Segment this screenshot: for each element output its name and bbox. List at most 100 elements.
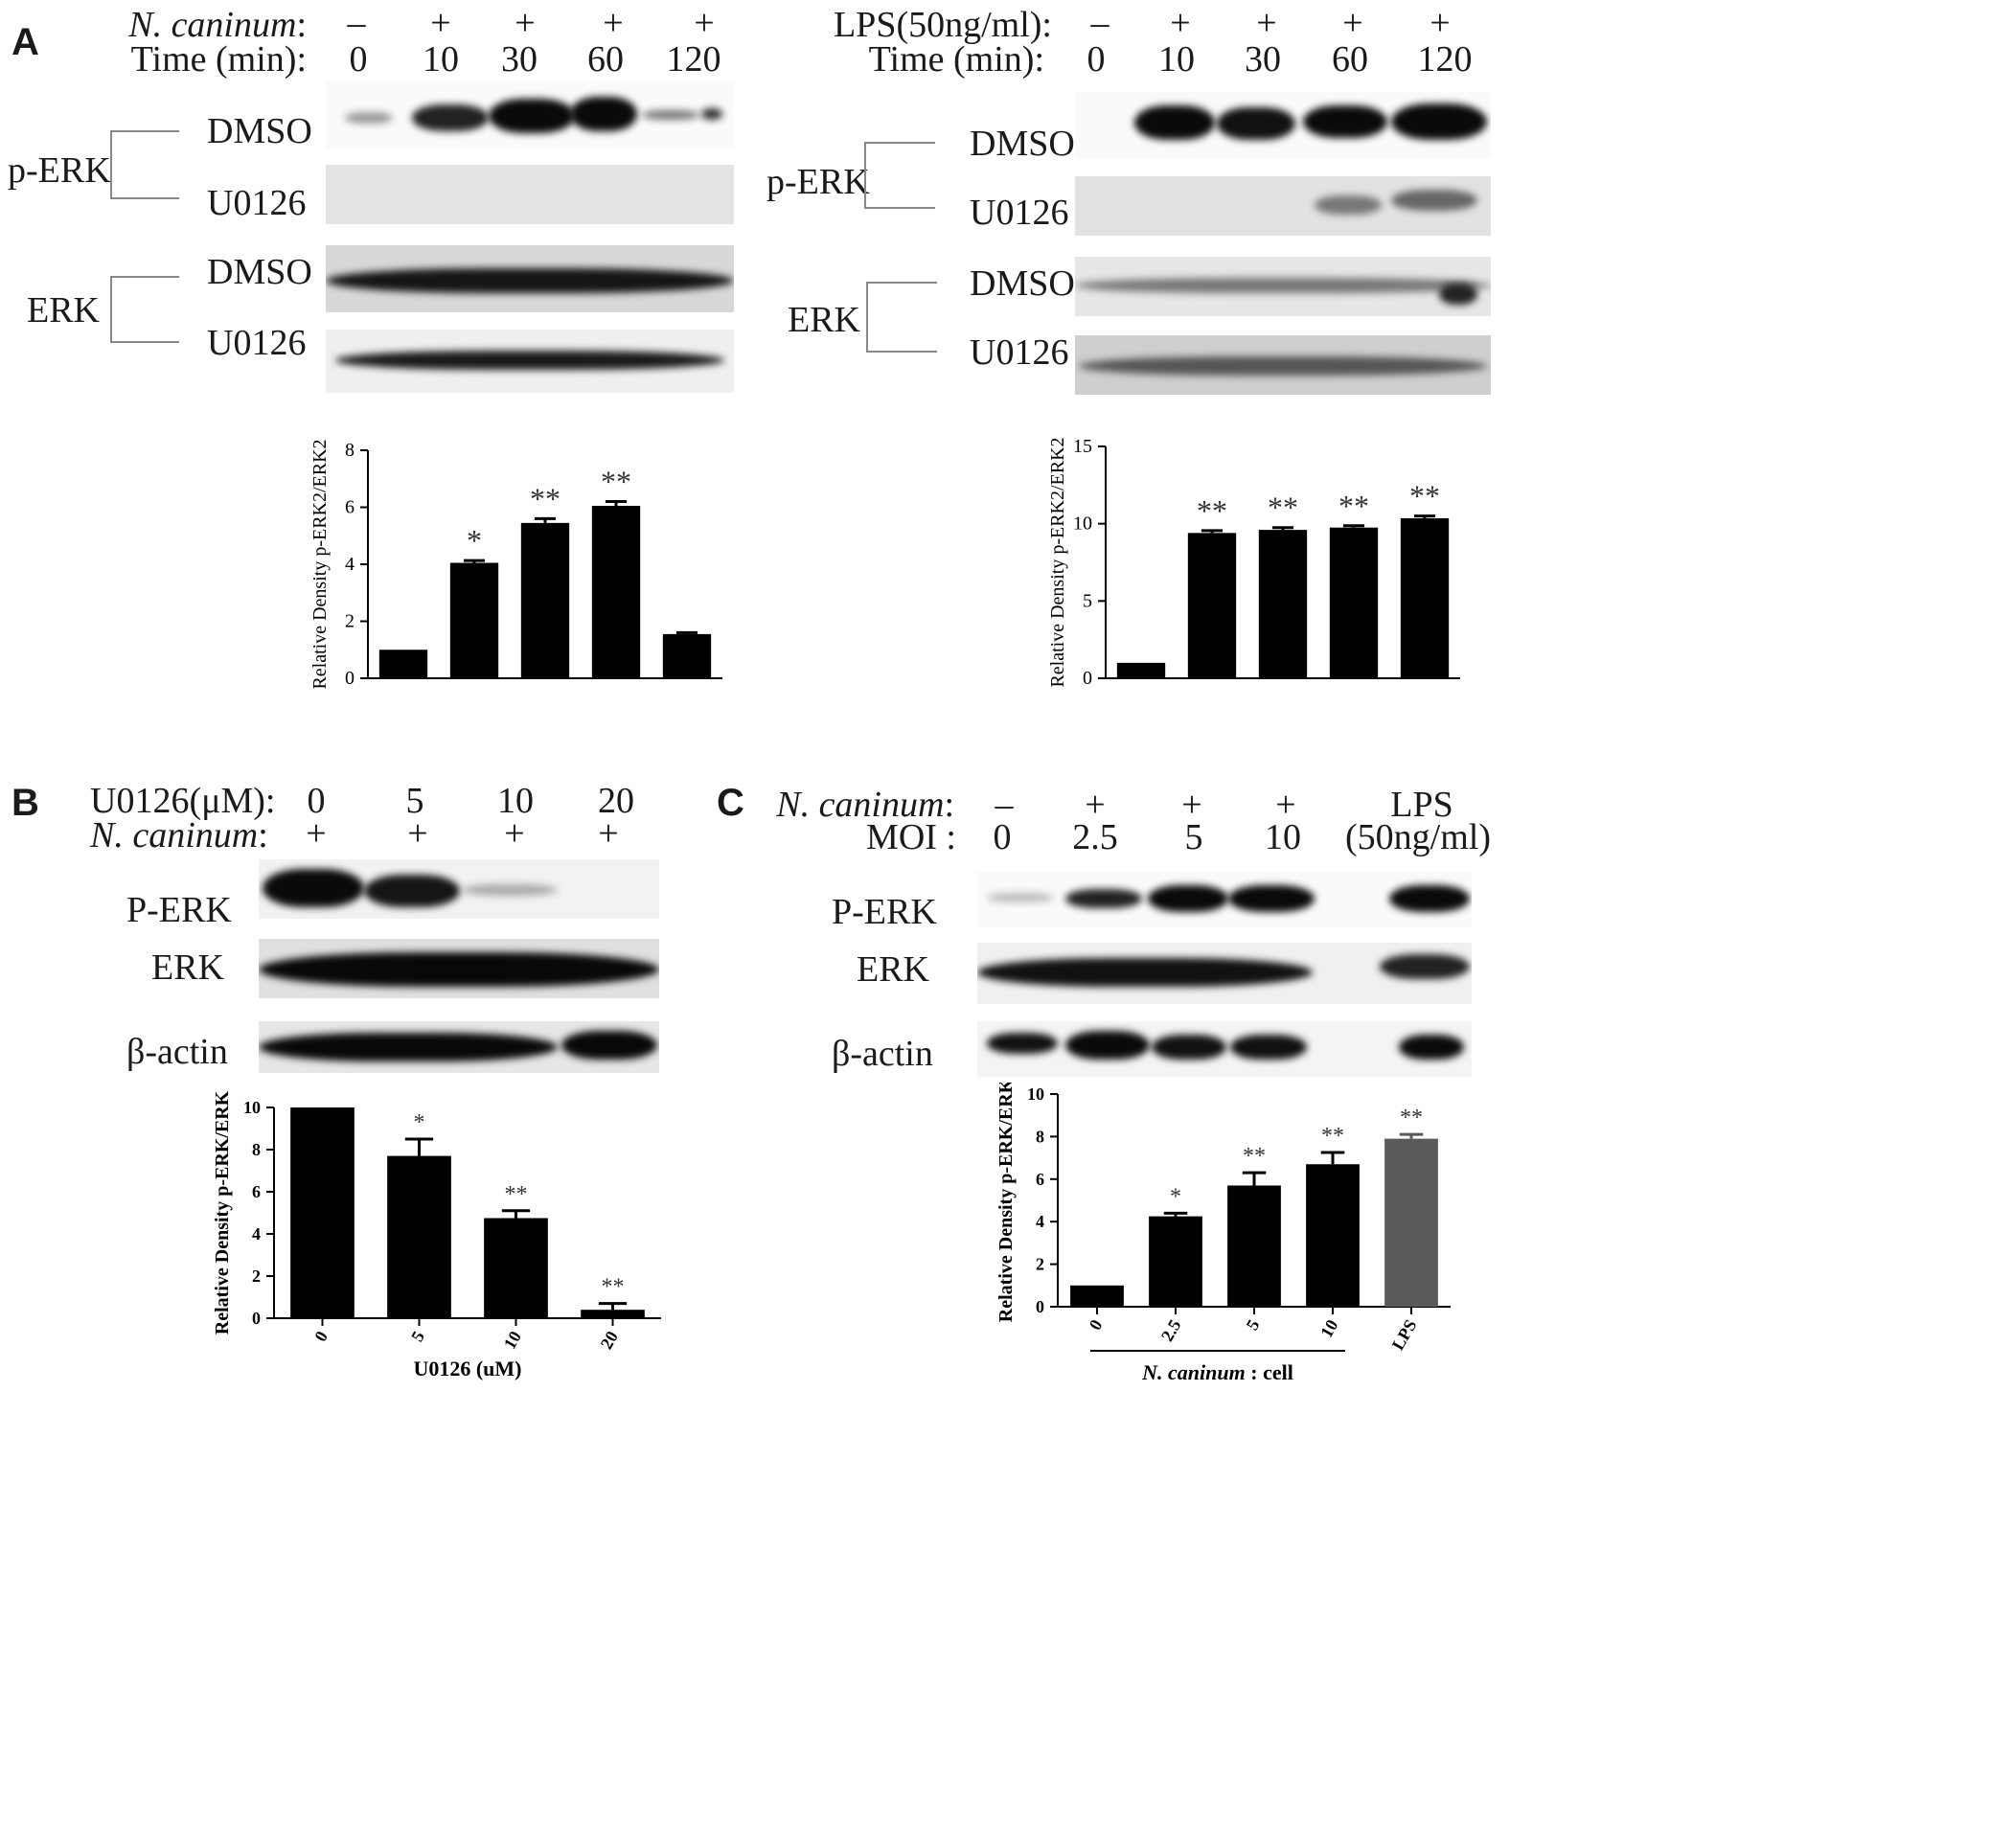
x-axis-label-rest: : cell [1246,1360,1293,1384]
c-row-label: P-ERK [832,892,937,932]
c-lps-conc: (50ng/ml) [1345,817,1491,857]
x-tick-label: 0 [310,1328,332,1345]
panel-letter-b: B [11,782,39,824]
a-left-perk-group-label: p-ERK [8,150,111,191]
panel-letter-c: C [717,782,744,824]
y-tick-label: 10 [1027,1084,1044,1104]
a-right-time-label: Time (min): [868,39,1044,80]
a-left-sign: + [603,3,624,43]
c-lps-label: LPS [1390,785,1453,825]
y-tick-label: 4 [1036,1212,1044,1231]
c-treatment-label: N. caninum: [776,785,954,825]
c-sign: + [1085,785,1106,825]
a-right-row-label: U0126 [970,193,1069,233]
b-sign: + [598,813,619,854]
significance-label: ** [1409,479,1440,513]
bar [1400,518,1450,678]
x-tick-label: 20 [597,1328,622,1353]
y-tick-label: 10 [1073,513,1092,535]
bar [1384,1138,1438,1307]
b-treatment-label: N. caninum: [90,815,268,856]
a-left-time-label: Time (min): [130,39,307,80]
significance-label: * [467,523,482,558]
a-right-time: 0 [1086,39,1106,80]
x-axis-label: U0126 (uM) [413,1357,521,1380]
a-left-blot-erk-u0126 [326,330,734,393]
a-right-blot-perk-u0126 [1075,176,1491,236]
a-right-blot-perk-dmso [1075,92,1491,159]
x-axis-label: N. caninum : cell [1141,1360,1293,1384]
y-tick-label: 2 [252,1266,261,1286]
a-right-row-label: DMSO [970,263,1075,304]
a-left-row-label: U0126 [207,183,307,223]
y-tick-label: 8 [345,440,355,461]
a-left-sign: + [515,3,536,43]
c-moi: 2.5 [1072,817,1118,857]
significance-label: ** [1321,1124,1344,1149]
significance-label: ** [602,1275,625,1300]
a-left-erk-group-label: ERK [27,290,100,331]
b-sign: + [407,813,428,854]
b-row-label: P-ERK [126,890,232,930]
a-left-sign: – [347,3,366,43]
a-left-row-label: DMSO [207,111,312,151]
significance-label: ** [601,465,631,499]
c-sign: + [1181,785,1202,825]
a-left-sign: + [694,3,715,43]
x-tick-label: 0 [1086,1316,1107,1334]
x-tick-label: 10 [1316,1316,1341,1341]
bar [581,1310,645,1318]
a-left-blot-perk-dmso [326,81,734,148]
y-tick-label: 6 [345,497,355,518]
x-tick-label: 5 [1243,1316,1264,1334]
b-bar-chart: 0 2 4 6 8 10 Relative Density p-ERK/ERK 0 * 5 ** 10… [212,1090,661,1380]
a-right-sign: + [1256,3,1277,43]
bar [378,650,428,678]
a-left-blot-perk-u0126 [326,165,734,224]
b-row-label: β-actin [126,1032,228,1072]
significance-label: ** [505,1182,528,1207]
a-right-sign: + [1342,3,1363,43]
significance-label: ** [1268,491,1298,525]
a-right-time: 120 [1417,39,1473,80]
b-blot-perk [259,859,659,919]
bar [1227,1185,1281,1307]
y-tick-label: 10 [243,1098,261,1117]
y-tick-label: 4 [345,554,355,575]
b-dose: 10 [497,781,534,821]
bar [1306,1164,1360,1307]
b-row-label: ERK [151,947,224,988]
b-sign: + [504,813,525,854]
b-dose: 20 [598,781,634,821]
bar [387,1155,451,1318]
y-tick-label: 2 [1036,1255,1044,1274]
c-row-label: β-actin [832,1034,933,1074]
b-dose-label: U0126(μM): [90,781,276,821]
a-left-treatment-label: N. caninum: [128,5,307,45]
y-tick-label: 0 [1083,668,1092,689]
y-tick-label: 6 [252,1182,261,1201]
c-sign: + [1275,785,1296,825]
b-blot-actin [259,1021,659,1073]
a-right-time: 30 [1245,39,1281,80]
a-right-blot-erk-dmso [1075,257,1491,316]
a-right-row-label: U0126 [970,332,1069,373]
a-right-perk-bracket [864,142,935,209]
significance-label: ** [530,481,560,515]
significance-label: * [1170,1184,1181,1209]
significance-label: ** [1243,1144,1266,1169]
panel-letter-a: A [11,21,39,63]
bar [1329,527,1379,678]
y-tick-label: 15 [1073,436,1092,457]
y-axis-label: Relative Density p-ERK/ERK [995,1083,1017,1322]
bar [1116,662,1166,678]
a-left-time: 60 [587,39,624,80]
y-tick-label: 0 [252,1309,261,1328]
y-tick-label: 0 [345,668,355,689]
x-tick-label: 10 [500,1328,525,1353]
a-right-sign: + [1170,3,1191,43]
b-dose: 0 [307,781,326,821]
x-tick-label: 2.5 [1157,1316,1185,1344]
a-left-sign: + [430,3,451,43]
x-tick-label: 5 [407,1328,428,1345]
